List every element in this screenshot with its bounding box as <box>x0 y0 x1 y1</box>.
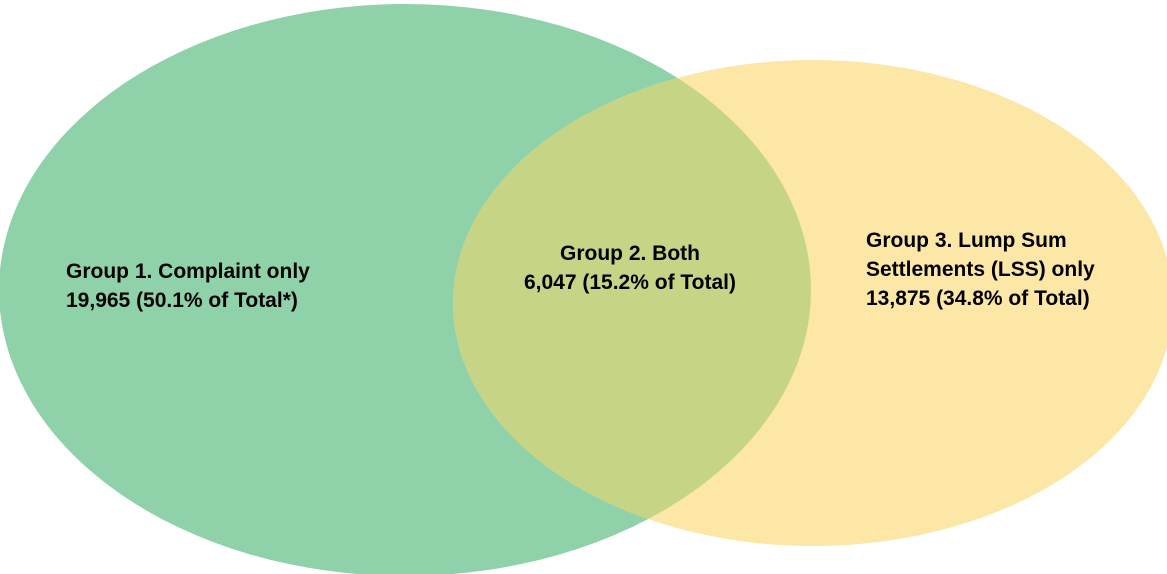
group3-value: 13,875 (34.8% of Total) <box>866 287 1090 310</box>
group2-label: Group 2. Both 6,047 (15.2% of Total) <box>480 239 780 297</box>
group3-label: Group 3. Lump Sum Settlements (LSS) only… <box>866 226 1095 313</box>
group3-title: Group 3. Lump Sum <box>866 229 1067 252</box>
group2-value: 6,047 (15.2% of Total) <box>523 271 736 294</box>
group1-label: Group 1. Complaint only 19,965 (50.1% of… <box>66 257 310 315</box>
group3-subtitle: Settlements (LSS) only <box>866 258 1095 281</box>
overlap-region <box>453 60 811 546</box>
group2-title: Group 2. Both <box>560 242 700 265</box>
group1-title: Group 1. Complaint only <box>66 260 310 283</box>
group1-value: 19,965 (50.1% of Total*) <box>66 289 298 312</box>
